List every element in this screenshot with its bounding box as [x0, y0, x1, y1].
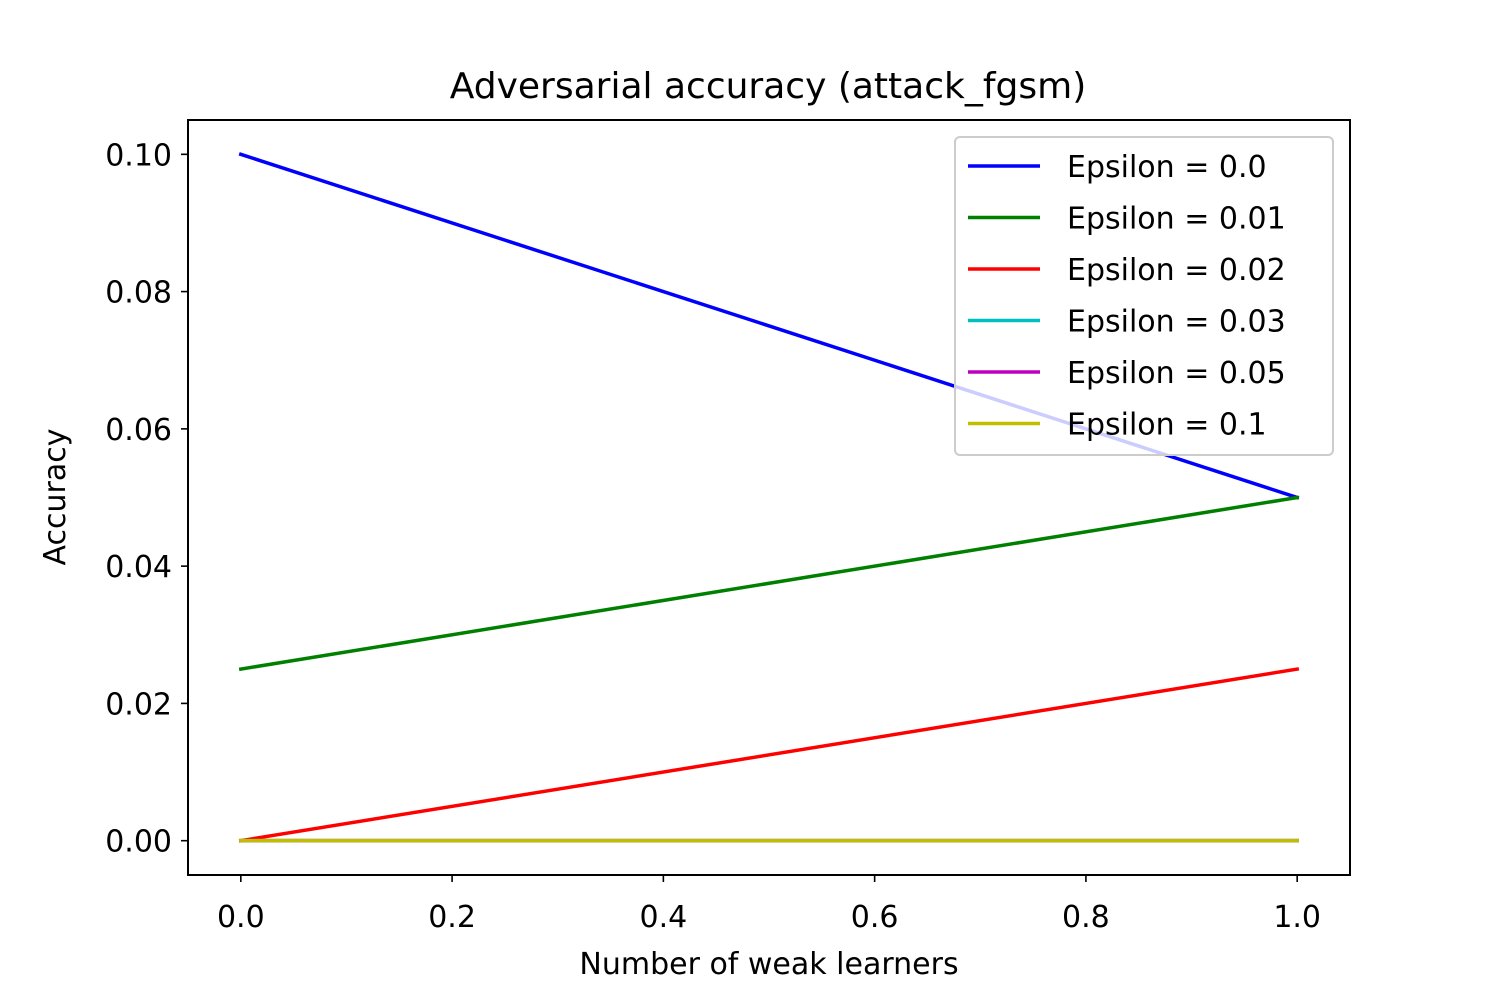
y-tick-label: 0.00 — [105, 825, 172, 860]
legend-label-2: Epsilon = 0.02 — [1067, 253, 1286, 288]
x-tick-label: 0.4 — [640, 900, 688, 935]
legend-label-1: Epsilon = 0.01 — [1067, 202, 1286, 237]
y-tick-label: 0.10 — [105, 138, 172, 173]
x-tick-label: 0.0 — [217, 900, 265, 935]
x-axis-label: Number of weak learners — [579, 947, 958, 982]
chart-title: Adversarial accuracy (attack_fgsm) — [450, 66, 1087, 107]
series-line-1 — [238, 495, 1300, 672]
x-tick-label: 0.6 — [851, 900, 899, 935]
y-tick-label: 0.06 — [105, 413, 172, 448]
x-tick-label: 0.8 — [1062, 900, 1110, 935]
legend-label-3: Epsilon = 0.03 — [1067, 305, 1286, 340]
x-axis: 0.0 0.2 0.4 0.6 0.8 1.0 — [217, 875, 1321, 935]
legend-label-5: Epsilon = 0.1 — [1067, 408, 1267, 443]
y-tick-label: 0.04 — [105, 550, 172, 585]
series-line-2 — [238, 667, 1300, 843]
y-axis: 0.00 0.02 0.04 0.06 0.08 0.10 — [105, 138, 188, 860]
y-axis-label: Accuracy — [38, 429, 73, 566]
legend-label-0: Epsilon = 0.0 — [1067, 150, 1267, 185]
y-tick-label: 0.08 — [105, 276, 172, 311]
y-tick-label: 0.02 — [105, 687, 172, 722]
legend: Epsilon = 0.0 Epsilon = 0.01 Epsilon = 0.0… — [954, 136, 1334, 456]
legend-label-4: Epsilon = 0.05 — [1067, 356, 1286, 391]
x-tick-label: 1.0 — [1273, 900, 1321, 935]
plot-area-frame — [187, 119, 1351, 876]
x-tick-label: 0.2 — [428, 900, 476, 935]
legend-box — [954, 136, 1334, 456]
